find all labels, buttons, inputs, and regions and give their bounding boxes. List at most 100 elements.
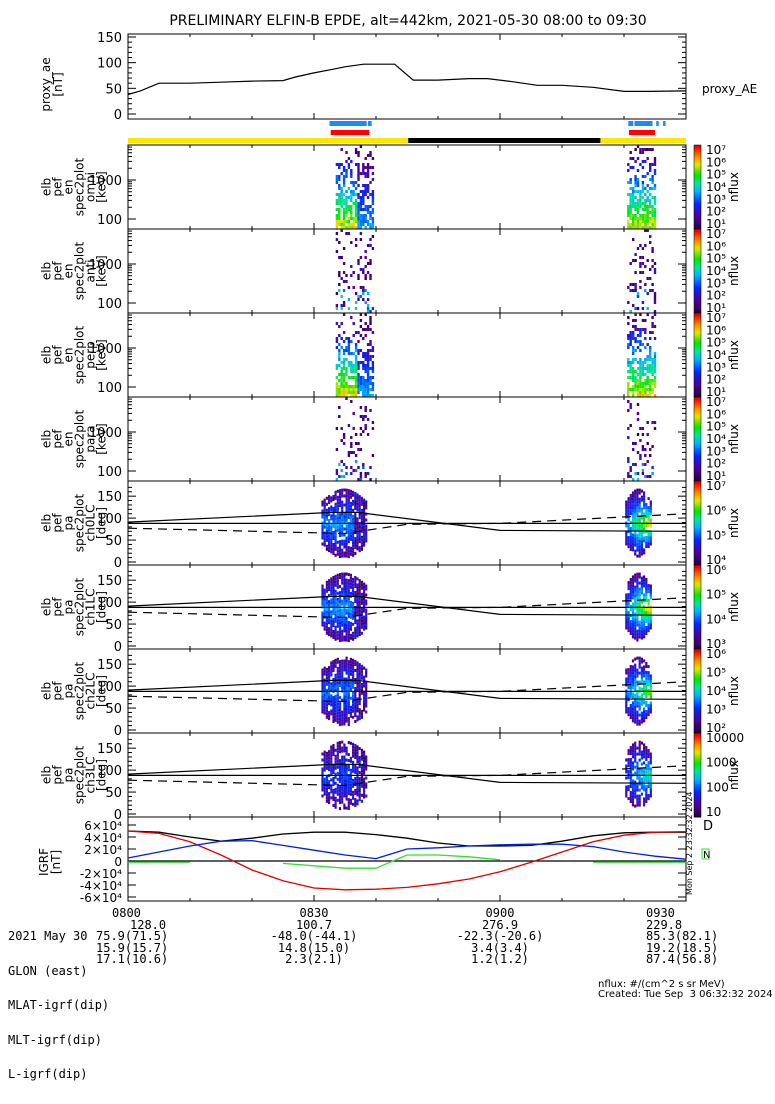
pa-ch2-pixel [636,695,639,699]
spectro-perp-pixel [340,322,343,325]
spectro-perp-pixel [634,385,637,388]
pa-ch1-pixel [354,618,357,621]
pa-ch3-pixel [332,777,335,780]
pa-ch1-pixel [347,591,350,595]
pa-ch2-pixel [321,701,324,705]
pa-ch3-pixel [345,791,348,795]
spectro-anti-pixel [362,268,365,271]
pa-ch2-pixel [629,710,632,713]
pa-ch2-pixel [347,720,350,724]
spectro-omni-pixel [644,220,647,223]
pa-ch3-pixel [649,782,652,786]
pa-ch1-pixel [332,633,335,636]
spectro-omni-pixel [627,169,630,172]
spectro-omni-pixel [338,184,341,187]
pa-ch2-pixel [341,671,344,675]
pa-ch2-pixel [343,710,346,714]
spectro-omni-pixel [632,220,635,223]
pa-ch2-ylabel-line: pef [51,681,65,701]
spectro-para-pixel [629,403,632,406]
spectro-perp-pixel [357,352,360,355]
spectro-omni-pixel [634,190,637,193]
spectro-omni-pixel [371,217,375,220]
pa-ch0-colorbar-cell [694,558,701,562]
spectro-omni-pixel [359,202,363,205]
pa-ch0-pixel [352,514,355,518]
spectro-omni-pixel [354,193,358,196]
spectro-omni-pixel [651,148,654,151]
spectro-omni-pixel [371,157,375,160]
pa-ch3-pixel [349,756,352,760]
pa-ch2-pixel [328,696,331,700]
spectro-perp-colorbar-title: nflux [727,340,741,370]
spectro-omni-pixel [345,160,348,163]
pa-ch2-pixel [338,663,342,667]
spectro-para-ylabel-line: [keV] [95,423,109,454]
spectro-para-pixel [359,448,363,451]
spectro-omni-pixel [352,202,355,205]
spectro-para-colorbar-cell [694,413,701,417]
pa-ch1-pixel [341,620,344,624]
pa-ch2-pixel [338,678,342,682]
pa-ch1-pixel [629,578,632,581]
spectro-para-pixel [641,472,645,475]
spectro-perp-pixel [350,340,353,343]
pa-ch1-pixel [643,584,646,588]
pa-ch1-pixel [345,587,348,591]
pa-ch3-pixel [631,746,635,750]
pa-ch2-colorbar-cell [694,720,701,723]
spectro-anti-pixel [340,295,343,298]
pa-ch0-pixel [336,501,339,505]
pa-ch0-pixel [629,500,632,503]
spectro-omni-pixel [641,151,645,154]
pa-ch0-pixel [321,530,324,534]
pa-ch2-pixel [363,678,366,682]
pa-ch3-pixel [638,794,641,798]
igrf-ytick-label: -2×10⁴ [80,867,122,881]
spectro-anti-ylabel-line: en [62,264,76,279]
spectro-omni-pixel [646,214,649,217]
spectro-omni-pixel [338,187,341,190]
pa-ch1-pixel [636,617,639,621]
pa-ch1-pixel [349,603,352,607]
spectro-omni-pixel [649,193,652,196]
pa-ch1-colorbar-cell [694,575,701,579]
spectro-omni-pixel [350,211,353,214]
pa-ch3-pixel [356,790,359,794]
pa-ch1-pixel [323,606,326,610]
spectro-para-pixel [350,442,353,445]
pa-ch2-pixel [336,660,339,664]
pa-ch3-pixel [345,770,348,774]
pa-ch0-pixel [338,492,342,496]
spectro-para-colorbar-cell [694,451,701,455]
pa-ch3-ytick-label: 50 [105,786,122,801]
spectro-anti-pixel [646,307,649,310]
spectro-para-pixel [357,466,360,469]
spectro-perp-ylabel-line: pef [51,345,65,365]
pa-ch2-pixel [629,680,632,683]
pa-ch1-pixel [647,617,650,621]
igrf-ytick-label: -6×10⁴ [80,891,122,905]
spectro-omni-pixel [371,211,375,214]
pa-ch0-pixel [347,537,350,541]
info-value: 2.3(2.1) [285,952,343,966]
pa-ch1-pixel [349,627,352,631]
pa-ch2-pixel [334,709,337,713]
spectro-anti-pixel [366,310,370,313]
pa-ch3-pixel [634,786,637,790]
pa-ch2-pixel [360,691,363,695]
pa-ch1-pixel [363,624,366,628]
pa-ch0-pixel [363,543,366,547]
pa-ch0-pixel [328,498,331,502]
pa-ch1-pixel [323,612,326,616]
pa-ch0-pixel [638,497,641,501]
spectro-anti-pixel [636,295,640,298]
pa-ch1-pixel [349,579,352,583]
pa-ch0-pixel [345,503,348,507]
spectro-anti-pixel [338,274,341,277]
spectro-para-colorbar-cell [694,401,701,404]
pa-ch0-pixel [638,518,641,522]
pa-ch0-pixel [338,528,342,532]
spectro-omni-pixel [629,208,632,211]
pa-ch2-pixel [356,664,359,668]
